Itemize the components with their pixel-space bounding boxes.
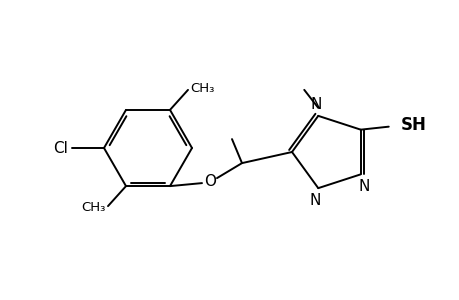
Text: SH: SH — [400, 116, 425, 134]
Text: CH₃: CH₃ — [81, 201, 106, 214]
Text: Cl: Cl — [53, 140, 68, 155]
Text: O: O — [203, 174, 216, 189]
Text: N: N — [357, 179, 369, 194]
Text: N: N — [309, 193, 320, 208]
Text: CH₃: CH₃ — [190, 82, 214, 95]
Text: N: N — [310, 97, 321, 112]
